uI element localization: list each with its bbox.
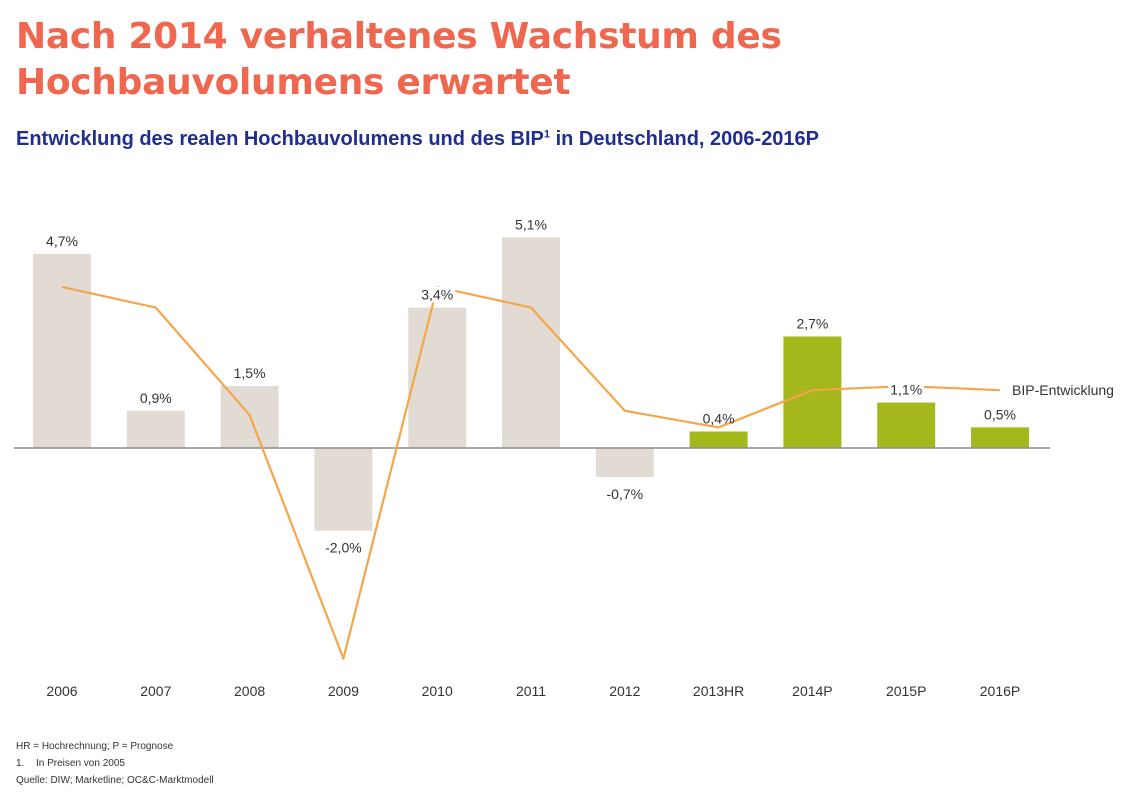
- x-tick-2016P: 2016P: [980, 683, 1020, 699]
- bar-label-2010: 3,4%: [421, 287, 453, 303]
- bar-2015P: [877, 402, 936, 448]
- bar-label-backdrop-2010: [419, 286, 456, 303]
- bar-2016P: [971, 427, 1029, 448]
- subtitle-footnote-marker: 1: [543, 128, 551, 141]
- footnote-1-number: 1.: [16, 758, 25, 769]
- x-tick-2013HR: 2013HR: [693, 683, 744, 699]
- x-tick-2008: 2008: [234, 683, 265, 699]
- bar-label-2009: -2,0%: [325, 540, 362, 556]
- bar-2011: [502, 237, 560, 448]
- footnote-1: 1. In Preisen von 2005: [16, 755, 214, 772]
- chart-title: Nach 2014 verhaltenes Wachstum des Hochb…: [16, 16, 782, 103]
- footnote-1-text: In Preisen von 2005: [36, 758, 125, 769]
- bar-2007: [126, 410, 185, 448]
- bar-label-2013HR: 0,4%: [703, 410, 735, 426]
- x-tick-2014P: 2014P: [792, 683, 832, 699]
- bar-2012: [595, 448, 654, 477]
- bar-line-chart: 4,7% 0,9% 1,5% -2,0% 3,4% 5,1% -0,7% 0,4% 2,7% 1,…: [14, 216, 1114, 699]
- bar-2010: [408, 307, 467, 448]
- bar-label-2008: 1,5%: [234, 365, 266, 381]
- bip-line: [61, 285, 1001, 660]
- bar-label-2015P: 1,1%: [890, 382, 922, 398]
- bar-2009: [314, 448, 373, 531]
- bar-label-2012: -0,7%: [607, 486, 644, 502]
- subtitle-suffix: in Deutschland, 2006-2016P: [550, 128, 820, 150]
- footnote-source: Quelle: DIW; Marketline; OC&C-Marktmodel…: [16, 775, 214, 786]
- x-tick-2012: 2012: [609, 683, 640, 699]
- subtitle-text: Entwicklung des realen Hochbauvolumens u…: [16, 128, 544, 150]
- bar-label-2007: 0,9%: [140, 390, 172, 406]
- bar-label-2014P: 2,7%: [796, 315, 828, 331]
- bar-label-2006: 4,7%: [46, 233, 78, 249]
- bar-2014P: [783, 336, 842, 448]
- footnote-abbreviations: HR = Hochrechnung; P = Prognose: [16, 741, 174, 752]
- x-tick-2015P: 2015P: [886, 683, 926, 699]
- x-tick-2006: 2006: [46, 683, 77, 699]
- bar-label-2011: 5,1%: [515, 216, 547, 232]
- bar-2006: [33, 253, 91, 448]
- x-tick-2007: 2007: [140, 683, 171, 699]
- x-tick-2009: 2009: [328, 683, 359, 699]
- bar-label-backdrop-2015P: [888, 381, 925, 398]
- x-tick-2011: 2011: [516, 683, 546, 699]
- footnotes: HR = Hochrechnung; P = Prognose 1. In Pre…: [16, 738, 214, 789]
- bip-line-label: BIP-Entwicklung: [1012, 382, 1114, 398]
- chart-subtitle: Entwicklung des realen Hochbauvolumens u…: [16, 128, 819, 151]
- bar-label-2016P: 0,5%: [984, 406, 1016, 422]
- x-tick-2010: 2010: [422, 683, 453, 699]
- bar-2013HR: [689, 431, 748, 448]
